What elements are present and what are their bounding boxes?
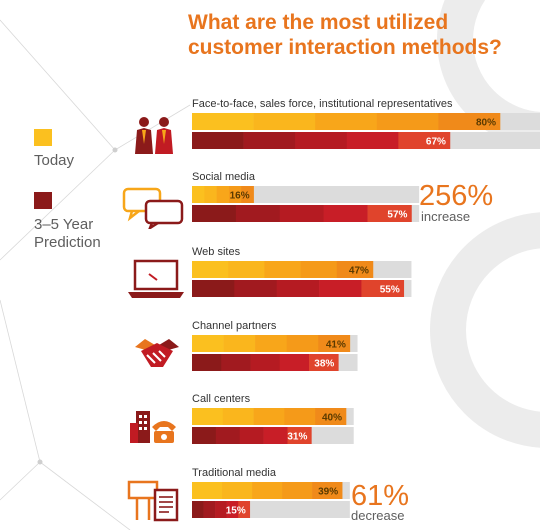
chat-bubbles-icon (122, 187, 184, 229)
bar-today-4-seg1 (222, 408, 254, 425)
bar-today-2 (192, 261, 229, 278)
bar-today-1 (192, 186, 205, 203)
bar-prediction-2-seg4 (361, 280, 405, 297)
social-media-change-text: increase (421, 209, 471, 224)
title-line-2: customer interaction methods? (188, 36, 502, 59)
value-label-prediction-4: 31% (287, 432, 307, 443)
bar-prediction-0-seg3 (346, 132, 399, 149)
value-label-today-5: 39% (318, 487, 338, 498)
category-label-1: Social media (192, 171, 256, 183)
bar-today-4-seg3 (284, 408, 316, 425)
bar-today-1-seg3 (228, 186, 242, 203)
bar-today-2-seg4 (336, 261, 374, 278)
legend-today-swatch (34, 129, 52, 146)
bar-prediction-1-seg2 (279, 205, 324, 222)
bar-prediction-0 (192, 132, 244, 149)
title-line-1: What are the most utilized (188, 11, 449, 34)
bar-prediction-3-seg3 (279, 354, 310, 371)
legend-prediction-swatch (34, 192, 52, 209)
bar-prediction-5-seg2 (215, 501, 227, 518)
bar-today-1-seg2 (216, 186, 230, 203)
bar-today-5-seg4 (312, 482, 343, 499)
billboard-newspaper-icon (127, 480, 179, 522)
bar-today-5-seg3 (282, 482, 313, 499)
value-label-prediction-0: 67% (426, 137, 446, 148)
bar-today-1-seg1 (204, 186, 217, 203)
value-label-prediction-1: 57% (387, 210, 407, 221)
bar-today-0-seg1 (253, 113, 316, 130)
chart-title: What are the most utilized customer inte… (188, 10, 533, 60)
category-label-3: Channel partners (192, 320, 277, 332)
bar-today-3-seg2 (255, 335, 288, 352)
bar-prediction-2-seg1 (234, 280, 277, 297)
bar-prediction-5-seg3 (226, 501, 239, 518)
bar-today-4-seg4 (315, 408, 347, 425)
bar-today-2-seg3 (300, 261, 338, 278)
value-label-today-3: 41% (326, 340, 346, 351)
bar-today-0 (192, 113, 254, 130)
handshake-icon (135, 339, 179, 367)
bar-today-3-seg4 (318, 335, 351, 352)
category-label-0: Face-to-face, sales force, institutional… (192, 98, 453, 110)
traditional-media-change-value: 61% (351, 480, 410, 512)
category-label-2: Web sites (192, 246, 241, 258)
laptop-icon (128, 259, 184, 298)
legend-prediction-line-2: Prediction (34, 234, 101, 251)
bar-prediction-2-seg2 (276, 280, 320, 297)
bar-prediction-5-seg4 (238, 501, 251, 518)
value-label-today-4: 40% (322, 413, 342, 424)
value-label-prediction-5: 15% (226, 506, 246, 517)
legend-today-label: Today (34, 152, 75, 169)
value-label-today-2: 47% (349, 266, 369, 277)
bar-prediction-3-seg1 (221, 354, 251, 371)
bar-prediction-4-seg4 (287, 427, 312, 444)
bar-today-3 (192, 335, 224, 352)
legend-prediction-label: 3–5 Year Prediction (34, 216, 101, 252)
phone-building-icon (130, 411, 176, 443)
bar-today-4-seg2 (253, 408, 285, 425)
traditional-media-change-text: decrease (351, 508, 405, 523)
bar-today-0-seg3 (376, 113, 439, 130)
category-label-5: Traditional media (192, 467, 277, 479)
value-label-prediction-3: 38% (314, 359, 334, 370)
bar-today-4 (192, 408, 224, 425)
bar-today-2-seg1 (228, 261, 265, 278)
bar-today-5-seg2 (252, 482, 283, 499)
bar-prediction-1-seg3 (323, 205, 368, 222)
bar-prediction-1-seg4 (367, 205, 412, 222)
bar-prediction-4-seg2 (239, 427, 264, 444)
value-label-prediction-2: 55% (380, 285, 400, 296)
bar-prediction-2 (192, 280, 235, 297)
bar-prediction-4-seg1 (215, 427, 241, 444)
bar-prediction-4 (192, 427, 217, 444)
social-media-change-value: 256% (419, 180, 494, 212)
legend-prediction-line-1: 3–5 Year (34, 216, 94, 233)
value-label-today-1: 16% (230, 191, 250, 202)
category-label-4: Call centers (192, 393, 251, 405)
value-label-today-0: 80% (476, 118, 496, 129)
bar-today-1-seg4 (241, 186, 254, 203)
bar-today-3-seg3 (286, 335, 319, 352)
bar-prediction-3-seg4 (309, 354, 339, 371)
bar-prediction-1-seg1 (235, 205, 281, 222)
bar-prediction-5 (192, 501, 204, 518)
bar-prediction-1 (192, 205, 237, 222)
bar-today-3-seg1 (223, 335, 256, 352)
people-icon (135, 117, 173, 154)
bar-today-0-seg4 (438, 113, 501, 130)
bar-prediction-2-seg3 (319, 280, 362, 297)
bar-today-0-seg2 (315, 113, 378, 130)
bar-prediction-0-seg1 (243, 132, 296, 149)
bar-prediction-5-seg1 (203, 501, 216, 518)
bar-prediction-3-seg2 (250, 354, 281, 371)
bar-today-2-seg2 (264, 261, 301, 278)
bar-today-5 (192, 482, 223, 499)
bar-prediction-3 (192, 354, 222, 371)
bar-prediction-0-seg2 (295, 132, 348, 149)
bar-prediction-4-seg3 (263, 427, 288, 444)
bar-today-5-seg1 (222, 482, 253, 499)
bar-prediction-0-seg4 (398, 132, 451, 149)
